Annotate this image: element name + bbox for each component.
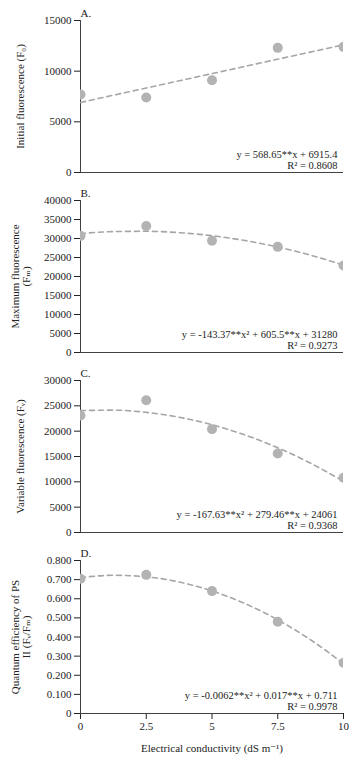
svg-text:Initial fluorescence (F₀): Initial fluorescence (F₀)	[14, 44, 27, 149]
svg-text:15000: 15000	[44, 289, 72, 301]
svg-text:40000: 40000	[44, 194, 72, 206]
svg-text:0.300: 0.300	[47, 650, 72, 662]
svg-text:A.: A.	[81, 7, 92, 19]
svg-text:0: 0	[66, 166, 72, 178]
svg-text:y = -143.37**x² + 605.5**x + 3: y = -143.37**x² + 605.5**x + 31280R² = 0…	[182, 329, 338, 351]
svg-text:2.5: 2.5	[139, 720, 153, 732]
svg-text:y = -0.0062**x² + 0.017**x + 0: y = -0.0062**x² + 0.017**x + 0.711R² = 0…	[185, 690, 338, 712]
svg-text:30000: 30000	[44, 232, 72, 244]
svg-text:0.400: 0.400	[47, 631, 72, 643]
svg-text:y = -167.63**x² + 279.46**x +: y = -167.63**x² + 279.46**x + 24061R² = …	[177, 509, 338, 531]
svg-text:20000: 20000	[44, 270, 72, 282]
svg-text:y = 568.65**x + 6915.4R² = 0.8: y = 568.65**x + 6915.4R² = 0.8608	[236, 149, 338, 171]
svg-text:15000: 15000	[44, 14, 72, 26]
svg-text:0.500: 0.500	[47, 611, 72, 623]
svg-text:5: 5	[209, 720, 215, 732]
svg-text:0.700: 0.700	[47, 573, 72, 585]
svg-text:Variable fluorescence (Fᵥ): Variable fluorescence (Fᵥ)	[14, 399, 27, 514]
svg-text:10000: 10000	[44, 65, 72, 77]
svg-text:0.100: 0.100	[47, 688, 72, 700]
svg-text:10000: 10000	[44, 475, 72, 487]
svg-text:0: 0	[78, 720, 84, 732]
svg-text:5000: 5000	[50, 115, 73, 127]
svg-text:0: 0	[66, 526, 72, 538]
svg-text:25000: 25000	[44, 251, 72, 263]
svg-text:5000: 5000	[50, 501, 73, 513]
svg-text:0: 0	[66, 346, 72, 358]
svg-text:10: 10	[338, 720, 350, 732]
svg-text:35000: 35000	[44, 213, 72, 225]
svg-text:Maximum fluorescence(Fₘ): Maximum fluorescence(Fₘ)	[9, 224, 33, 328]
svg-text:15000: 15000	[44, 450, 72, 462]
svg-text:0.800: 0.800	[47, 554, 72, 566]
svg-text:Quantum efficiency of PSII (Fᵥ: Quantum efficiency of PSII (Fᵥ/Fₘ)	[9, 580, 33, 694]
svg-text:0.200: 0.200	[47, 669, 72, 681]
svg-text:25000: 25000	[44, 399, 72, 411]
svg-text:0.600: 0.600	[47, 592, 72, 604]
svg-text:7.5: 7.5	[271, 720, 285, 732]
svg-text:C.: C.	[81, 367, 91, 379]
svg-text:10000: 10000	[44, 308, 72, 320]
svg-text:30000: 30000	[44, 374, 72, 386]
svg-text:20000: 20000	[44, 425, 72, 437]
svg-text:B.: B.	[81, 187, 91, 199]
svg-text:5000: 5000	[50, 327, 73, 339]
svg-text:0: 0	[66, 707, 72, 719]
svg-text:D.: D.	[81, 547, 92, 559]
svg-text:Electrical conductivity (dS m⁻: Electrical conductivity (dS m⁻¹)	[141, 742, 283, 755]
